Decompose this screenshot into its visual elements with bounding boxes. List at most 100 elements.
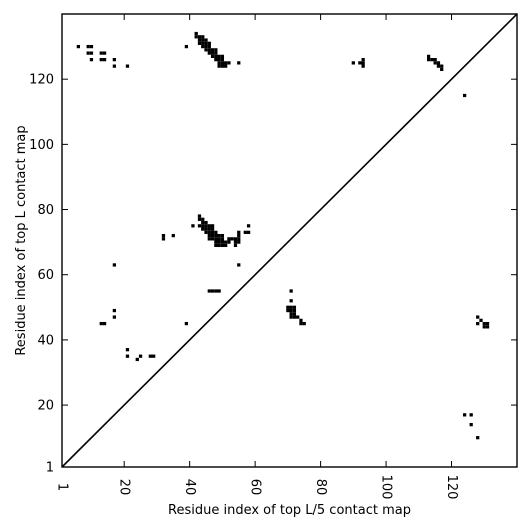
- contact-cell: [289, 315, 293, 319]
- contact-cell: [204, 44, 208, 49]
- contact-cell: [426, 58, 431, 62]
- y-tick-label: 40: [37, 333, 54, 348]
- contact-cell: [292, 315, 297, 319]
- contact-cell: [220, 237, 225, 241]
- contact-cell: [237, 61, 241, 65]
- contact-cell: [197, 35, 202, 39]
- contact-cell: [89, 44, 94, 49]
- contact-cell: [433, 61, 437, 65]
- x-tick-label: 60: [248, 479, 263, 496]
- contact-cell: [184, 321, 189, 326]
- contact-cell: [217, 289, 221, 293]
- contact-cell: [201, 38, 205, 42]
- contact-cell: [112, 64, 117, 68]
- contact-cell: [289, 305, 293, 309]
- contact-cell: [210, 230, 215, 234]
- contact-cell: [214, 58, 218, 62]
- contact-cell: [197, 38, 202, 42]
- contact-cell: [210, 51, 215, 55]
- y-axis-title: Residue index of top L contact map: [14, 125, 29, 355]
- contact-cell: [184, 44, 189, 49]
- contact-cell: [358, 61, 362, 65]
- contact-cell: [171, 233, 175, 238]
- contact-cell: [204, 227, 208, 231]
- y-tick-label: 100: [29, 138, 54, 153]
- contact-cell: [204, 220, 208, 225]
- contact-cell: [224, 240, 228, 244]
- contact-cell: [207, 289, 211, 293]
- contact-cell: [210, 54, 215, 58]
- contact-cell: [214, 243, 218, 248]
- contact-cell: [217, 64, 221, 68]
- contact-cell: [227, 61, 231, 65]
- contact-cell: [462, 413, 467, 417]
- contact-cell: [89, 51, 94, 55]
- x-tick-label: 1: [55, 483, 70, 491]
- contact-cell: [217, 233, 221, 238]
- contact-cell: [102, 58, 107, 62]
- contact-cell: [217, 54, 221, 58]
- contact-cell: [191, 224, 195, 228]
- contact-cell: [204, 224, 208, 228]
- contact-cell: [482, 325, 486, 329]
- contact-cell: [204, 48, 208, 52]
- x-tick-label: 40: [182, 479, 197, 496]
- contact-cell: [469, 423, 473, 427]
- contact-cell: [125, 64, 130, 68]
- contact-cell: [204, 230, 208, 234]
- contact-cell: [440, 64, 444, 68]
- contact-cell: [214, 48, 218, 52]
- contact-cell: [485, 325, 490, 329]
- contact-cell: [227, 240, 231, 244]
- contact-cell: [292, 312, 297, 316]
- contact-cell: [210, 48, 215, 52]
- contact-cell: [210, 233, 215, 238]
- contact-cell: [102, 51, 107, 55]
- contact-cell: [112, 308, 117, 313]
- contact-cell: [197, 224, 202, 228]
- contact-cell: [210, 289, 215, 293]
- contact-cell: [436, 64, 441, 68]
- contact-cell: [237, 233, 241, 238]
- contact-cell: [194, 35, 198, 39]
- contact-cell: [289, 299, 293, 303]
- contact-cell: [485, 321, 490, 326]
- contact-cell: [246, 230, 251, 234]
- contact-cell: [224, 64, 228, 68]
- contact-cell: [479, 318, 483, 322]
- contact-cell: [469, 413, 473, 417]
- x-tick-label: 120: [444, 475, 459, 500]
- contact-cell: [214, 240, 218, 244]
- contact-cell: [361, 64, 365, 68]
- contact-cell: [197, 41, 202, 45]
- contact-cell: [201, 224, 205, 228]
- contact-cell: [86, 44, 90, 49]
- contact-cell: [201, 44, 205, 49]
- contact-cell: [138, 354, 143, 358]
- contact-cell: [476, 321, 480, 326]
- contact-cell: [210, 224, 215, 228]
- contact-cell: [302, 321, 306, 326]
- contact-cell: [220, 233, 225, 238]
- contact-cell: [237, 237, 241, 241]
- contact-cell: [135, 357, 139, 362]
- x-tick-label: 100: [379, 475, 394, 500]
- contact-cell: [210, 227, 215, 231]
- contact-cell: [286, 308, 290, 313]
- contact-cell: [76, 44, 80, 49]
- contact-cell: [152, 354, 156, 358]
- contact-cell: [201, 35, 205, 39]
- contact-cell: [220, 58, 225, 62]
- y-tick-label: 20: [37, 399, 54, 414]
- contact-cell: [86, 51, 90, 55]
- contact-cell: [351, 61, 355, 65]
- contact-cell: [99, 58, 103, 62]
- contact-cell: [207, 230, 211, 234]
- contact-cell: [214, 54, 218, 58]
- contact-cell: [436, 61, 441, 65]
- contact-cell: [292, 308, 297, 313]
- contact-cell: [112, 58, 117, 62]
- contact-cell: [217, 61, 221, 65]
- contact-cell: [99, 51, 103, 55]
